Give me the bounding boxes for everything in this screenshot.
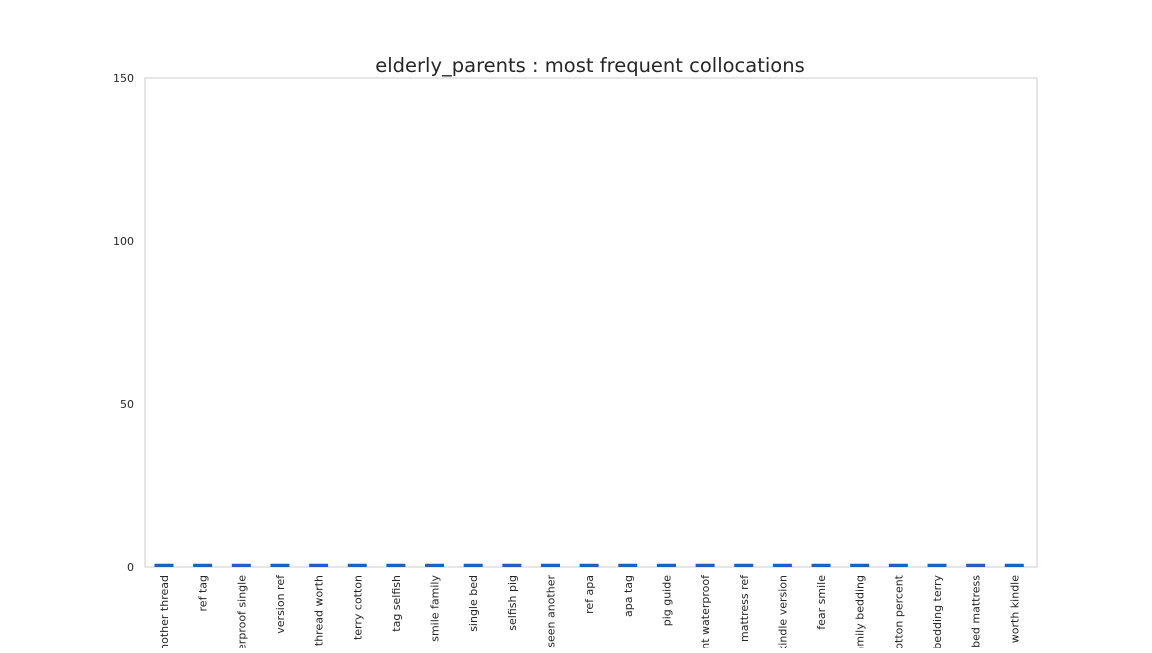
x-tick-label: pig guide — [660, 575, 673, 627]
x-tick-label: worth kindle — [1008, 575, 1021, 643]
bar — [463, 563, 483, 567]
bar — [888, 563, 908, 567]
y-tick-label: 100 — [113, 235, 134, 248]
x-tick-label: another thread — [158, 575, 171, 648]
y-tick-label: 150 — [113, 72, 134, 85]
chart-title: elderly_parents : most frequent collocat… — [375, 54, 804, 77]
bar — [425, 563, 445, 567]
x-axis: another thread ref tag terproof single vers… — [158, 574, 1021, 653]
bar — [811, 563, 831, 567]
x-tick-label: apa tag — [622, 575, 635, 617]
x-tick-label: tag selfish — [390, 575, 403, 632]
bar-series — [154, 563, 1024, 567]
bar — [193, 563, 213, 567]
x-tick-label: thread worth — [313, 575, 326, 646]
bar — [154, 563, 174, 567]
bar — [270, 563, 290, 567]
x-tick-label: seen another — [545, 575, 558, 648]
bar — [772, 563, 792, 567]
bar — [386, 563, 406, 567]
bar — [541, 563, 560, 567]
x-tick-label: terproof single — [235, 575, 248, 648]
x-tick-label: fear smile — [815, 575, 828, 630]
y-axis: 0 50 100 150 — [113, 72, 134, 574]
y-tick-label: 50 — [120, 398, 134, 411]
bar — [309, 563, 329, 567]
bar — [966, 563, 986, 567]
bar — [850, 563, 870, 567]
x-tick-label: ref tag — [197, 575, 210, 611]
bar — [347, 563, 367, 567]
bar — [618, 563, 638, 567]
bar — [231, 563, 251, 567]
bar — [927, 563, 947, 567]
x-tick-label: cotton percent — [892, 574, 905, 648]
bar — [1004, 563, 1024, 567]
bar — [695, 563, 715, 567]
x-tick-label: bed mattress — [970, 575, 983, 648]
x-tick-label: bedding terry — [931, 575, 944, 648]
x-tick-label: family bedding — [854, 575, 867, 648]
x-tick-label: selfish pig — [506, 575, 519, 631]
bar — [579, 563, 599, 567]
x-tick-label: ent waterproof — [699, 574, 712, 648]
x-tick-label: single bed — [467, 575, 480, 632]
bar — [734, 563, 754, 567]
y-tick-label: 0 — [127, 561, 134, 574]
bar — [656, 563, 676, 567]
x-tick-label: kindle version — [776, 575, 789, 648]
x-tick-label: version ref — [274, 574, 287, 634]
x-tick-label: smile family — [429, 575, 442, 642]
bar — [502, 563, 522, 567]
plot-frame — [144, 77, 1038, 568]
x-tick-label: ref apa — [583, 575, 596, 614]
x-tick-label: mattress ref — [738, 574, 751, 642]
x-tick-label: terry cotton — [351, 575, 364, 640]
